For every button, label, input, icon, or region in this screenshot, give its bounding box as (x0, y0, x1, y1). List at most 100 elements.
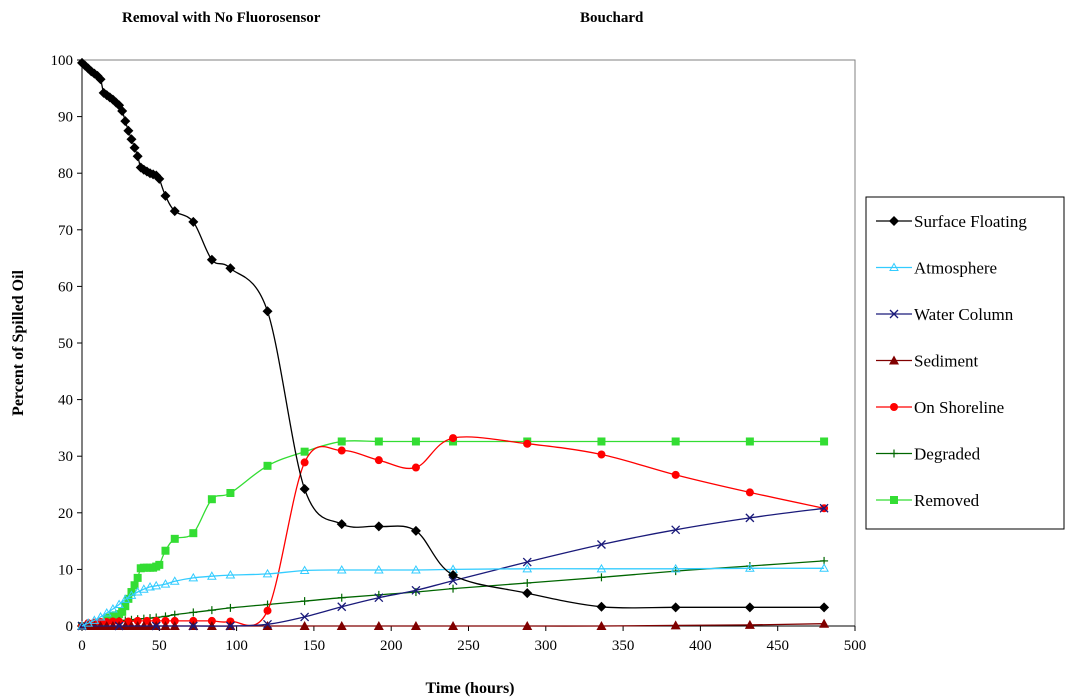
data-point-removed (226, 488, 235, 497)
data-point-atmosphere (745, 563, 755, 572)
data-point-removed (300, 447, 309, 456)
data-point-atmosphere (262, 568, 273, 578)
data-point-atmosphere (670, 563, 681, 573)
y-tick-label: 50 (58, 336, 73, 352)
data-point-atmosphere (522, 563, 533, 573)
data-point-water-column (114, 621, 124, 631)
legend-item-water-column: Water Column (876, 305, 1014, 324)
x-tick-label: 350 (612, 638, 635, 654)
data-point-atmosphere (188, 572, 199, 582)
data-point-on-shoreline (170, 616, 179, 625)
series-surface-floating (77, 57, 830, 613)
data-point-degraded (300, 597, 309, 606)
data-point-on-shoreline (597, 450, 606, 459)
data-point-surface-floating (123, 125, 134, 136)
legend-item-degraded: Degraded (876, 445, 981, 464)
data-point-surface-floating (596, 601, 607, 612)
data-point-sediment (262, 621, 273, 630)
data-point-on-shoreline (189, 616, 198, 625)
legend-item-surface-floating: Surface Floating (876, 212, 1027, 231)
data-point-removed (121, 602, 130, 611)
data-point-water-column (522, 557, 532, 567)
data-point-sediment (596, 621, 607, 630)
data-point-surface-floating (117, 105, 128, 116)
data-point-water-column (337, 602, 347, 612)
x-tick-label: 400 (689, 638, 712, 654)
data-point-surface-floating (120, 116, 131, 127)
data-point-surface-floating (448, 570, 459, 581)
legend-label: Surface Floating (914, 212, 1027, 231)
x-tick-label: 200 (380, 638, 403, 654)
data-point-surface-floating (188, 216, 199, 227)
data-point-removed (820, 437, 829, 446)
legend-label: On Shoreline (914, 398, 1004, 417)
legend-marker (889, 216, 899, 226)
data-point-removed (130, 581, 139, 590)
data-point-sediment (819, 618, 830, 628)
data-point-surface-floating (410, 525, 421, 536)
data-point-on-shoreline (411, 463, 420, 472)
data-point-removed (207, 495, 216, 504)
chart-title-right: Bouchard (580, 10, 644, 26)
data-point-removed (263, 461, 272, 470)
data-point-on-shoreline (374, 456, 383, 465)
data-point-atmosphere (160, 579, 171, 588)
legend-box (865, 196, 1065, 530)
series-layer (77, 57, 830, 631)
data-point-water-column (745, 513, 755, 523)
x-tick-label: 450 (766, 638, 789, 654)
legend-marker (889, 355, 899, 365)
x-tick-label: 100 (225, 638, 248, 654)
data-point-surface-floating (299, 484, 310, 495)
legend-label: Sediment (914, 352, 978, 371)
data-point-surface-floating (819, 602, 830, 613)
legend-marker (890, 403, 898, 411)
data-point-on-shoreline (207, 616, 216, 625)
data-point-on-shoreline (161, 616, 170, 625)
data-point-removed (745, 437, 754, 446)
data-point-surface-floating (744, 602, 755, 613)
data-point-sediment (299, 621, 310, 630)
data-point-water-column (448, 576, 458, 586)
data-point-atmosphere (336, 564, 347, 574)
data-point-water-column (819, 503, 829, 513)
data-point-on-shoreline (671, 470, 680, 479)
data-point-atmosphere (138, 584, 149, 593)
data-point-water-column (374, 593, 384, 603)
data-point-on-shoreline (745, 488, 754, 497)
data-point-surface-floating (670, 602, 681, 613)
data-point-degraded (449, 584, 458, 593)
data-point-removed (189, 529, 198, 538)
data-point-sediment (336, 621, 347, 630)
data-point-degraded (523, 578, 532, 587)
data-point-removed (671, 437, 680, 446)
data-point-removed (133, 573, 142, 582)
data-point-on-shoreline (152, 616, 161, 625)
data-point-degraded (411, 588, 420, 597)
data-point-water-column (596, 540, 606, 549)
data-point-water-column (188, 621, 198, 631)
data-point-atmosphere (225, 570, 236, 579)
legend: Surface Floating Atmosphere Water Column Se… (865, 196, 1065, 530)
data-point-on-shoreline (142, 616, 151, 625)
data-point-surface-floating (336, 519, 347, 530)
legend-label: Degraded (914, 445, 981, 464)
data-point-on-shoreline (133, 616, 142, 625)
x-tick-label: 50 (152, 638, 167, 654)
data-point-atmosphere (145, 581, 155, 591)
data-point-degraded (189, 608, 198, 617)
x-axis-title: Time (hours) (425, 680, 514, 697)
legend-marker (890, 496, 898, 504)
y-tick-label: 20 (58, 506, 73, 522)
data-point-surface-floating (373, 521, 384, 532)
y-tick-label: 40 (58, 393, 73, 409)
data-point-surface-floating (129, 142, 140, 153)
data-point-surface-floating (154, 173, 165, 184)
legend-label: Removed (914, 491, 980, 510)
data-point-sediment (448, 621, 459, 630)
data-point-surface-floating (160, 190, 171, 201)
x-tick-label: 150 (303, 638, 326, 654)
legend-item-removed: Removed (876, 491, 980, 510)
legend-item-on-shoreline: On Shoreline (876, 398, 1004, 417)
